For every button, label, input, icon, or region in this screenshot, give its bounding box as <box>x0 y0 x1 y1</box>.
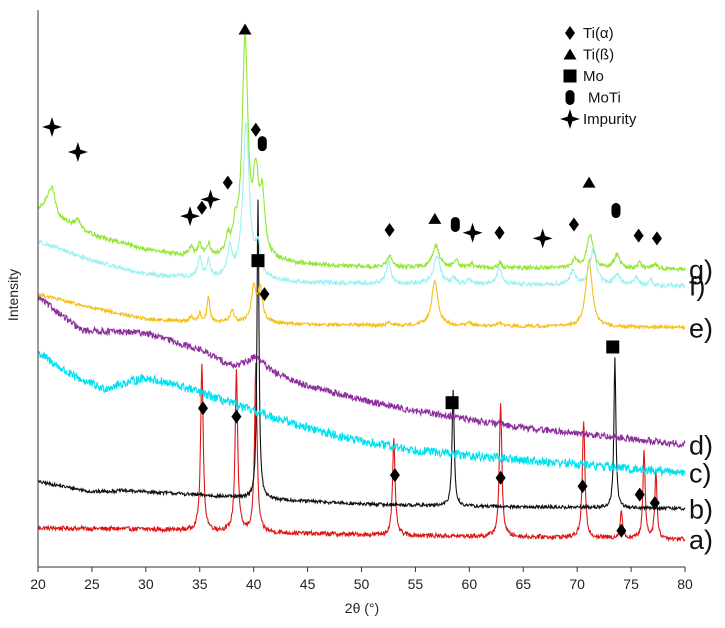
curve-label: g) <box>689 255 713 285</box>
series-line-c <box>37 350 686 477</box>
diamond-peak-marker <box>222 175 233 190</box>
star-peak-marker <box>42 116 63 137</box>
series-line-g <box>37 34 686 272</box>
x-tick-label: 50 <box>354 576 370 592</box>
curve-label: c) <box>689 458 712 488</box>
triangle-peak-marker <box>582 176 596 188</box>
star-peak-marker <box>67 142 88 163</box>
star-peak-marker <box>462 222 483 243</box>
legend-triangle-marker <box>563 48 577 60</box>
square-peak-marker <box>251 254 265 268</box>
x-tick-label: 25 <box>84 576 100 592</box>
capsule-peak-marker <box>450 216 460 232</box>
star-peak-marker <box>200 189 221 210</box>
series-layer <box>37 34 686 543</box>
diamond-peak-marker <box>616 523 627 538</box>
axes: 20 25 30 35 40 45 50 55 60 65 70 75 80 2θ (°) Intens… <box>5 10 693 616</box>
x-tick-label: 75 <box>623 576 639 592</box>
diamond-peak-marker <box>651 231 662 246</box>
x-tick-label: 60 <box>462 576 478 592</box>
diamond-peak-marker <box>577 479 588 494</box>
curve-label: f) <box>689 272 706 302</box>
x-ticks: 20 25 30 35 40 45 50 55 60 65 70 75 80 <box>30 567 693 592</box>
diamond-peak-marker <box>494 225 505 240</box>
legend-diamond-marker <box>565 26 575 40</box>
x-tick-label: 35 <box>192 576 208 592</box>
diamond-peak-marker <box>495 470 506 485</box>
diamond-peak-marker <box>259 287 270 302</box>
curve-label: b) <box>689 495 713 525</box>
x-tick-label: 30 <box>138 576 154 592</box>
capsule-peak-marker <box>611 203 621 219</box>
curve-label: e) <box>689 313 713 343</box>
star-peak-marker <box>532 228 553 249</box>
x-tick-label: 40 <box>246 576 262 592</box>
square-peak-marker <box>606 340 620 354</box>
plot-area <box>37 23 686 543</box>
curve-labels: a)b) c)d) e) f)g) <box>689 255 713 555</box>
capsule-peak-marker <box>257 136 267 152</box>
diamond-peak-marker <box>389 468 400 483</box>
peak-annotation-layer <box>42 23 662 538</box>
legend-label: Ti(α) <box>583 25 614 42</box>
diamond-peak-marker <box>196 200 207 215</box>
triangle-peak-marker <box>238 23 252 35</box>
diamond-peak-marker <box>231 409 242 424</box>
series-line-f <box>37 122 686 290</box>
series-line-d <box>37 294 686 449</box>
legend: Ti(α) Ti(ß) Mo MoTi Impurity <box>560 25 637 129</box>
diamond-peak-marker <box>384 223 395 238</box>
diamond-peak-marker <box>634 487 645 502</box>
curve-label: d) <box>689 430 713 460</box>
series-line-a <box>37 362 686 543</box>
y-axis-title: Intensity <box>5 269 21 321</box>
x-tick-label: 45 <box>300 576 316 592</box>
legend-capsule-marker <box>565 90 575 105</box>
x-axis-title: 2θ (°) <box>345 600 379 616</box>
series-line-b <box>37 199 686 512</box>
legend-label: MoTi <box>588 90 621 107</box>
diamond-peak-marker <box>633 228 644 243</box>
legend-label: Ti(ß) <box>583 47 614 64</box>
x-tick-label: 55 <box>408 576 424 592</box>
diamond-peak-marker <box>250 122 261 137</box>
legend-label: Impurity <box>583 111 637 128</box>
x-tick-label: 20 <box>30 576 46 592</box>
legend-square-marker <box>563 69 577 83</box>
x-tick-label: 65 <box>515 576 531 592</box>
diamond-peak-marker <box>568 217 579 232</box>
legend-star-marker <box>560 109 580 129</box>
diamond-peak-marker <box>197 401 208 416</box>
x-tick-label: 70 <box>569 576 585 592</box>
diamond-peak-marker <box>649 495 660 510</box>
series-line-e <box>37 257 686 331</box>
star-peak-marker <box>180 206 201 227</box>
legend-label: Mo <box>583 68 604 85</box>
triangle-peak-marker <box>428 212 442 224</box>
curve-label: a) <box>689 525 713 555</box>
square-peak-marker <box>445 396 459 410</box>
x-tick-label: 80 <box>677 576 693 592</box>
